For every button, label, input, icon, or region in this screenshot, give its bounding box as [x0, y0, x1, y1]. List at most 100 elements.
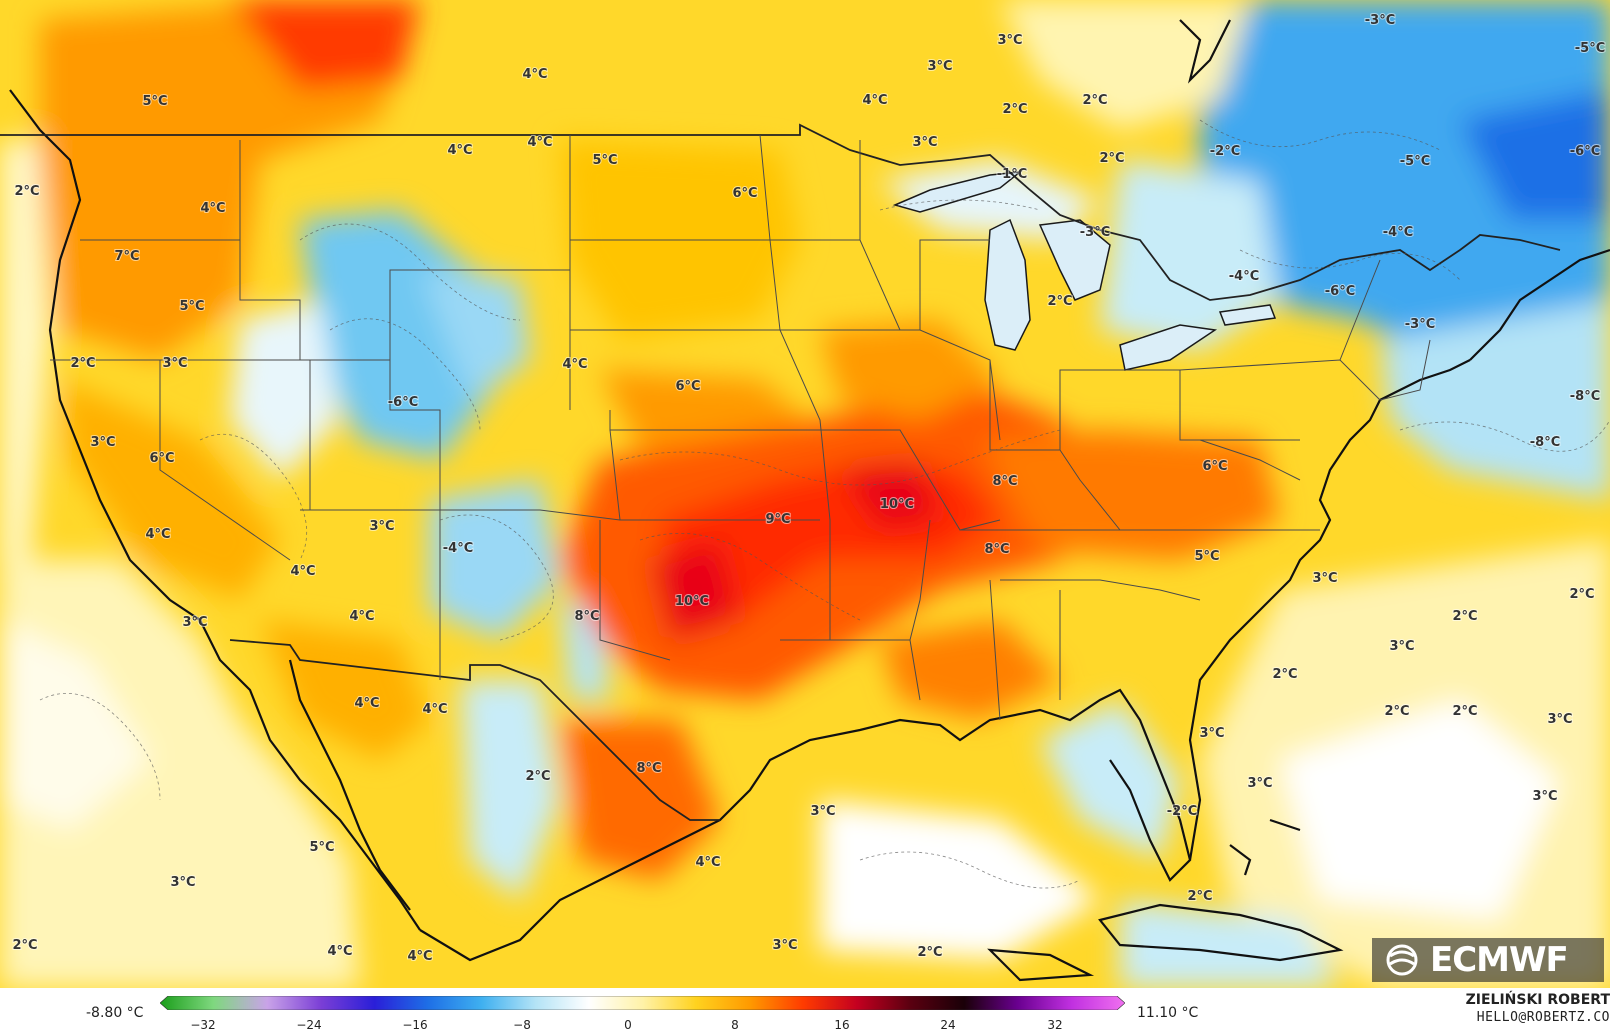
temperature-label: -5°C — [1400, 154, 1430, 169]
temperature-label: 4°C — [145, 527, 170, 542]
temperature-label: -6°C — [1570, 144, 1600, 159]
colorbar-tick-label: 32 — [1047, 1018, 1063, 1032]
temperature-label: 10°C — [880, 497, 914, 512]
coastlines — [9, 19, 1610, 982]
temperature-label: 2°C — [1002, 102, 1027, 117]
temperature-label: 5°C — [1194, 549, 1219, 564]
temperature-label: 7°C — [114, 249, 139, 264]
temperature-label: 2°C — [12, 938, 37, 953]
colorbar-tick-label: 8 — [731, 1018, 739, 1032]
temperature-label: 2°C — [1082, 93, 1107, 108]
temperature-label: -5°C — [1575, 41, 1605, 56]
temperature-label: 8°C — [992, 474, 1017, 489]
temperature-label: 5°C — [142, 94, 167, 109]
temperature-label: 8°C — [984, 542, 1009, 557]
temperature-label: 4°C — [527, 135, 552, 150]
temperature-label: -6°C — [1325, 284, 1355, 299]
temperature-label: 3°C — [170, 875, 195, 890]
temperature-label: 5°C — [179, 299, 204, 314]
temperature-field — [0, 0, 1610, 988]
temperature-label: -2°C — [1167, 804, 1197, 819]
great-lakes — [892, 171, 1277, 371]
temperature-label: 4°C — [327, 944, 352, 959]
ecmwf-logo-icon — [1386, 944, 1418, 976]
temperature-label: 3°C — [997, 33, 1022, 48]
ecmwf-logo-text: ECMWF — [1430, 940, 1569, 980]
colorbar-tick-label: 0 — [624, 1018, 632, 1032]
temperature-label: -3°C — [1080, 225, 1110, 240]
colorbar — [160, 996, 1125, 1010]
legend-min-label: -8.80 °C — [86, 1005, 144, 1021]
colorbar-tick-label: 16 — [834, 1018, 850, 1032]
temperature-label: 6°C — [1202, 459, 1227, 474]
temperature-label: 4°C — [522, 67, 547, 82]
temperature-label: 4°C — [695, 855, 720, 870]
temperature-label: 3°C — [1389, 639, 1414, 654]
temperature-label: 2°C — [14, 184, 39, 199]
map-canvas: 5°C 4°C 3°C 3°C -3°C -5°C 4°C 2°C 2°C 4°C 4°C 3°C 2°… — [0, 0, 1610, 988]
temperature-label: 3°C — [162, 356, 187, 371]
temperature-label: -4°C — [1383, 225, 1413, 240]
temperature-label: -6°C — [388, 395, 418, 410]
temperature-label: 6°C — [732, 186, 757, 201]
temperature-label: 2°C — [1384, 704, 1409, 719]
temperature-label: -1°C — [997, 167, 1027, 182]
temperature-label: 2°C — [1099, 151, 1124, 166]
temperature-label: 3°C — [1547, 712, 1572, 727]
temperature-label: 4°C — [422, 702, 447, 717]
temperature-label: 2°C — [525, 769, 550, 784]
colorbar-tick-label: −16 — [402, 1018, 428, 1032]
colorbar-tick-label: −8 — [513, 1018, 531, 1032]
temperature-label: 4°C — [447, 143, 472, 158]
colorbar-tick-label: −32 — [190, 1018, 216, 1032]
temperature-anomaly-map: 5°C 4°C 3°C 3°C -3°C -5°C 4°C 2°C 2°C 4°C 4°C 3°C 2°… — [0, 0, 1610, 988]
temperature-label: 6°C — [675, 379, 700, 394]
temperature-label: 6°C — [149, 451, 174, 466]
temperature-label: 9°C — [765, 512, 790, 527]
temperature-label: 3°C — [182, 615, 207, 630]
temperature-label: -3°C — [1365, 13, 1395, 28]
temperature-label: 4°C — [200, 201, 225, 216]
temperature-label: 3°C — [772, 938, 797, 953]
temperature-label: 2°C — [917, 945, 942, 960]
temperature-label: 5°C — [592, 153, 617, 168]
temperature-label: 2°C — [1272, 667, 1297, 682]
temperature-label: -8°C — [1570, 389, 1600, 404]
temperature-label: 4°C — [862, 93, 887, 108]
temperature-label: 3°C — [927, 59, 952, 74]
temperature-label: 4°C — [290, 564, 315, 579]
author-email: HELLO@ROBERTZ.CO — [1476, 1010, 1610, 1025]
state-borders — [50, 134, 1431, 721]
temperature-label: 10°C — [675, 594, 709, 609]
temperature-label: 4°C — [407, 949, 432, 964]
temperature-label: 2°C — [1187, 889, 1212, 904]
temperature-label: -4°C — [443, 541, 473, 556]
temperature-label: 3°C — [1312, 571, 1337, 586]
temperature-label: 3°C — [912, 135, 937, 150]
temperature-label: 4°C — [349, 609, 374, 624]
temperature-label: 3°C — [1199, 726, 1224, 741]
temperature-label: -8°C — [1530, 435, 1560, 450]
temperature-label: 2°C — [1047, 294, 1072, 309]
temperature-label: 8°C — [574, 609, 599, 624]
temperature-labels: 5°C 4°C 3°C 3°C -3°C -5°C 4°C 2°C 2°C 4°C 4°C 3°C 2°… — [11, 12, 1606, 965]
temperature-label: -2°C — [1210, 144, 1240, 159]
temperature-label: 3°C — [90, 435, 115, 450]
temperature-label: 4°C — [354, 696, 379, 711]
temperature-label: -4°C — [1229, 269, 1259, 284]
temperature-label: -3°C — [1405, 317, 1435, 332]
temperature-label: 3°C — [810, 804, 835, 819]
temperature-label: 2°C — [1452, 704, 1477, 719]
temperature-label: 2°C — [1452, 609, 1477, 624]
temperature-label: 8°C — [636, 761, 661, 776]
country-borders — [0, 123, 1561, 821]
temperature-label: 3°C — [1532, 789, 1557, 804]
temperature-label: 2°C — [1569, 587, 1594, 602]
legend-max-label: 11.10 °C — [1137, 1005, 1199, 1021]
colorbar-tick-label: −24 — [296, 1018, 322, 1032]
temperature-label: 5°C — [309, 840, 334, 855]
temperature-label: 2°C — [70, 356, 95, 371]
colorbar-tick-label: 24 — [940, 1018, 956, 1032]
contour-lines — [39, 119, 1610, 889]
temperature-label: 4°C — [562, 357, 587, 372]
